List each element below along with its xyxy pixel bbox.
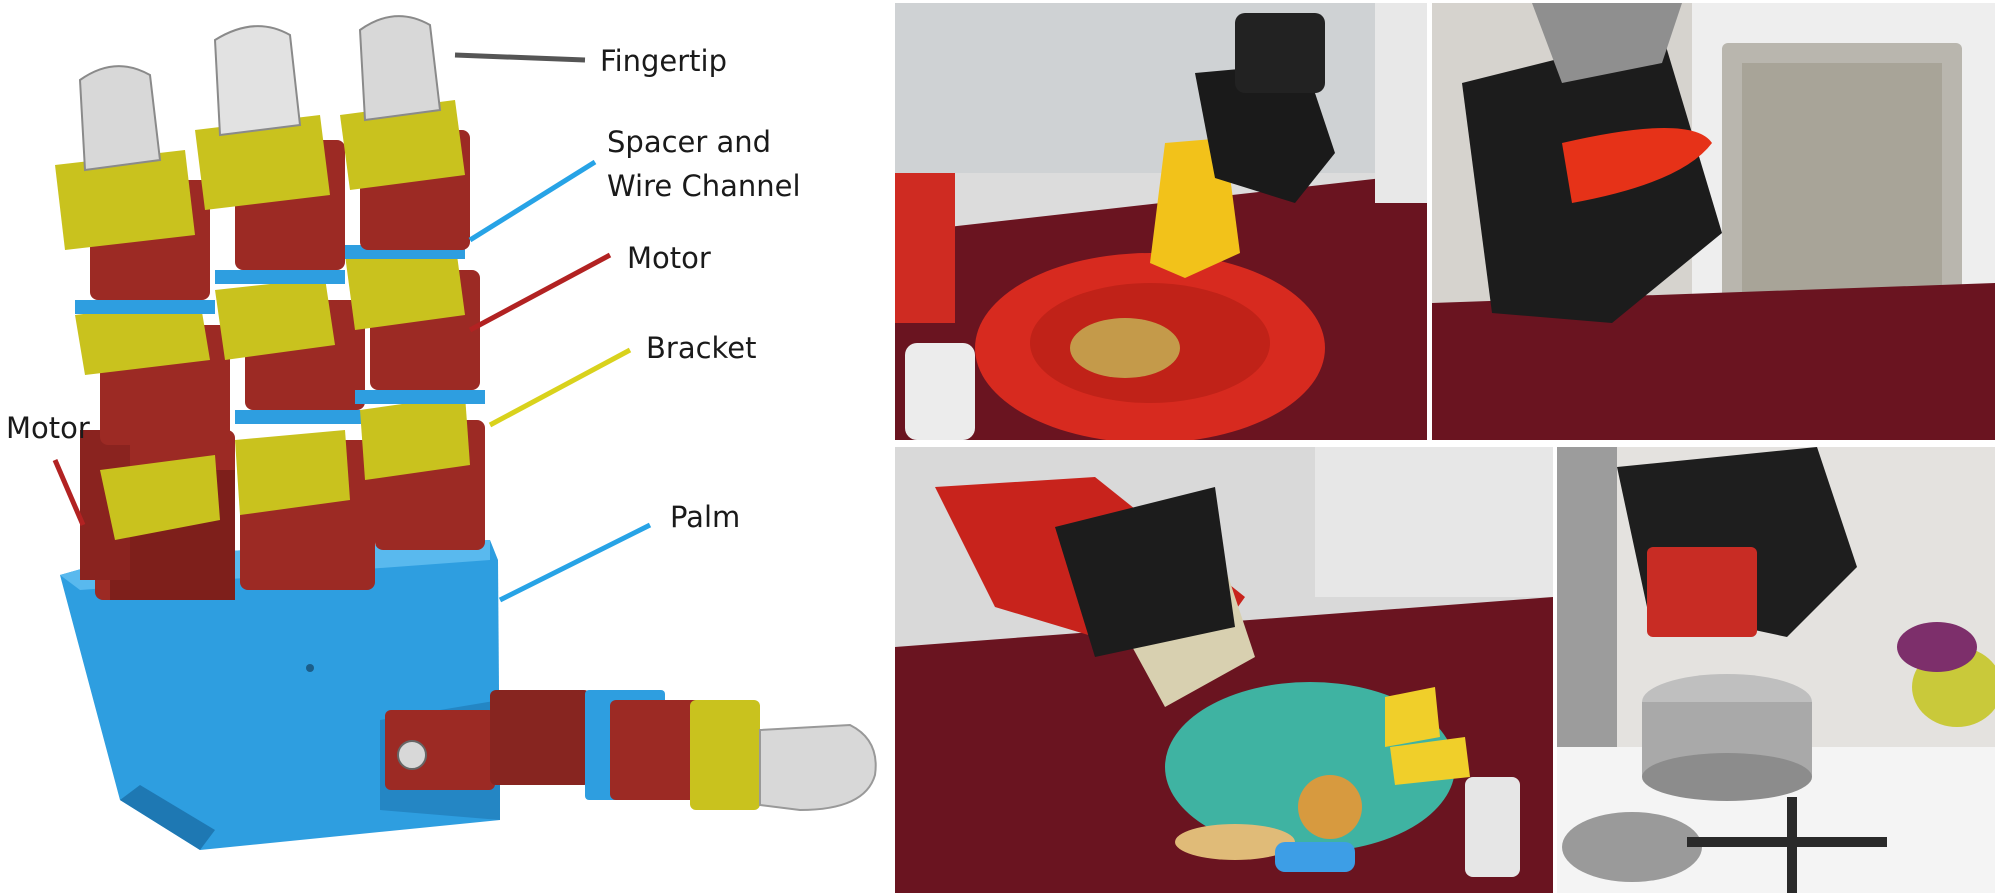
fingertip-label: Fingertip [600, 44, 728, 78]
can [1647, 547, 1757, 637]
robot-hand-cad-diagram [52, 15, 877, 850]
motor-label-left: Motor [6, 411, 90, 445]
toast [1070, 318, 1180, 378]
thumb-part [385, 690, 877, 812]
photo-can-pouring [895, 447, 1553, 893]
finger-1 [55, 65, 235, 600]
spacer-label-line1: Spacer and [607, 125, 772, 159]
palm-label: Palm [670, 500, 741, 534]
red-pepper [1562, 128, 1712, 203]
salt-shaker [905, 343, 975, 440]
spacer-label-line2: Wire Channel [607, 169, 801, 203]
photo-microwave-pepper [1432, 3, 1995, 440]
motor-left-leader [52, 459, 86, 526]
knife [1175, 824, 1295, 860]
photo-stove-pot [1557, 447, 1995, 893]
finger-3 [340, 15, 485, 550]
photo-mustard-pouring [895, 3, 1427, 440]
cheese [1385, 687, 1440, 747]
motor-right-leader [468, 252, 612, 333]
red-basket [895, 173, 955, 323]
motor-label-right: Motor [627, 241, 711, 275]
fingertip-leader [454, 52, 586, 63]
palm-leader [498, 522, 652, 603]
bracket-label: Bracket [646, 331, 757, 365]
bracket-leader [488, 347, 632, 428]
cracker [1298, 775, 1362, 839]
salt-shaker [1465, 777, 1520, 877]
finger-2 [195, 25, 375, 590]
spacer-leader [468, 159, 597, 243]
teal-plate [1165, 682, 1455, 852]
